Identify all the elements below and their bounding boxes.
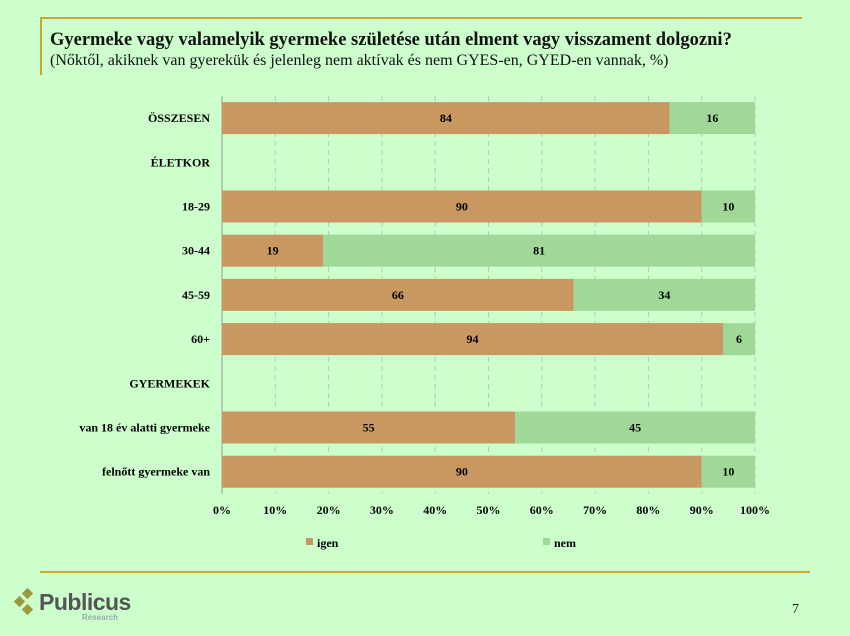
data-label: 94 bbox=[467, 332, 479, 346]
x-tick-label: 20% bbox=[317, 503, 341, 517]
data-label: 66 bbox=[392, 288, 404, 302]
x-tick-label: 70% bbox=[583, 503, 607, 517]
logo-wordmark: Publicus bbox=[39, 589, 131, 615]
data-label: 55 bbox=[363, 421, 375, 435]
page-subtitle: (Nőktől, akiknek van gyerekük és jelenle… bbox=[50, 52, 669, 69]
legend-label: nem bbox=[554, 536, 576, 550]
bar-igen bbox=[222, 190, 702, 223]
category-label: 30-44 bbox=[182, 244, 210, 258]
data-label: 19 bbox=[267, 244, 279, 258]
bar-igen bbox=[222, 455, 702, 488]
x-tick-label: 100% bbox=[740, 503, 770, 517]
bar-igen bbox=[222, 411, 516, 444]
data-label: 45 bbox=[629, 421, 641, 435]
data-label: 81 bbox=[533, 244, 545, 258]
category-label: 60+ bbox=[191, 332, 210, 346]
data-label: 10 bbox=[722, 200, 734, 214]
category-label: felnőtt gyermeke van bbox=[102, 465, 210, 479]
x-tick-label: 0% bbox=[213, 503, 231, 517]
publicus-logo-icon bbox=[12, 588, 35, 617]
category-label: ÉLETKOR bbox=[151, 155, 211, 169]
data-label: 34 bbox=[658, 288, 670, 302]
bar-igen bbox=[222, 278, 574, 311]
x-tick-label: 80% bbox=[636, 503, 660, 517]
data-label: 10 bbox=[722, 465, 734, 479]
x-tick-label: 60% bbox=[530, 503, 554, 517]
category-label: GYERMEKEK bbox=[129, 376, 210, 390]
category-label: van 18 év alatti gyermeke bbox=[79, 421, 210, 435]
data-label: 90 bbox=[456, 200, 468, 214]
title-side-rule bbox=[40, 17, 42, 75]
bar-nem bbox=[669, 102, 755, 135]
x-tick-label: 40% bbox=[423, 503, 447, 517]
bar-nem bbox=[723, 323, 755, 356]
x-tick-label: 10% bbox=[263, 503, 287, 517]
legend-marker-nem bbox=[543, 538, 550, 545]
logo-subtitle: Research bbox=[82, 613, 119, 622]
bottom-rule bbox=[40, 571, 810, 573]
bar-nem bbox=[323, 234, 755, 267]
category-label: 45-59 bbox=[182, 288, 210, 302]
data-label: 84 bbox=[440, 111, 452, 125]
data-label: 16 bbox=[706, 111, 718, 125]
bar-nem bbox=[701, 455, 755, 488]
stacked-bar-chart: 0% 10% 20% 30% 40% 50% 60% 70% 80% 90% 100% ÖSSZESE… bbox=[79, 96, 770, 550]
category-label: 18-29 bbox=[182, 200, 210, 214]
legend-marker-igen bbox=[306, 538, 313, 545]
data-label: 90 bbox=[456, 465, 468, 479]
bar-igen bbox=[222, 323, 724, 356]
x-tick-label: 30% bbox=[370, 503, 394, 517]
x-tick-label: 50% bbox=[477, 503, 501, 517]
legend-label: igen bbox=[317, 536, 339, 550]
top-rule bbox=[40, 17, 802, 19]
data-label: 6 bbox=[736, 332, 742, 346]
page-number: 7 bbox=[792, 602, 799, 617]
page-title: Gyermeke vagy valamelyik gyermeke szület… bbox=[50, 30, 732, 50]
category-label: ÖSSZESEN bbox=[148, 111, 210, 125]
bar-nem bbox=[515, 411, 755, 444]
bar-igen bbox=[222, 234, 324, 267]
bar-igen bbox=[222, 102, 670, 135]
bar-nem bbox=[701, 190, 755, 223]
bar-nem bbox=[573, 278, 755, 311]
x-tick-label: 90% bbox=[690, 503, 714, 517]
